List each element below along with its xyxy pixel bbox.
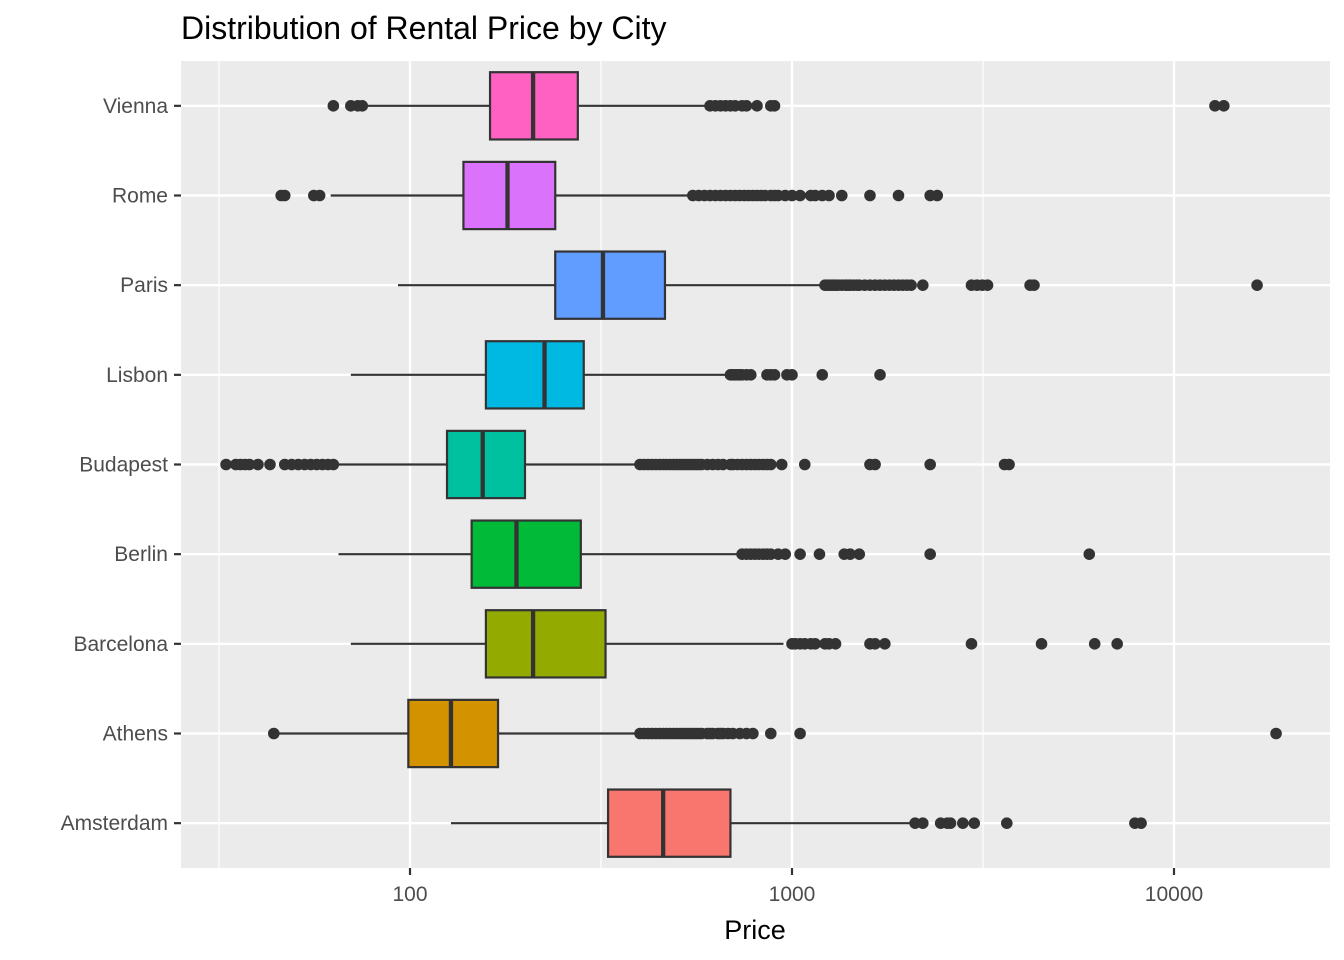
outlier-point [768, 100, 781, 112]
outlier-point [786, 189, 798, 202]
outlier-point [957, 817, 969, 829]
outlier-point [944, 817, 957, 829]
iqr-box [445, 429, 527, 500]
outlier-point [924, 458, 936, 471]
outlier-point [968, 817, 981, 829]
iqr-box [484, 609, 607, 679]
outlier-point [816, 369, 829, 381]
outlier-point [220, 458, 232, 471]
chart-title: Distribution of Rental Price by City [181, 10, 667, 46]
outlier-point [764, 458, 777, 471]
y-tick-label: Athens [103, 723, 168, 746]
outlier-point [252, 458, 264, 471]
iqr-box [484, 340, 585, 410]
outlier-point [786, 369, 798, 381]
box-paris [397, 250, 1263, 320]
outlier-point [1217, 100, 1230, 112]
y-tick-label: Paris [120, 274, 168, 297]
box-barcelona [350, 609, 1123, 679]
outlier-point [1035, 638, 1048, 650]
outlier-point [892, 189, 905, 202]
outlier-point [844, 548, 856, 560]
outlier-point [965, 638, 978, 650]
outlier-point [775, 458, 788, 471]
outlier-point [798, 458, 811, 471]
outlier-point [779, 548, 792, 560]
outlier-point [794, 548, 806, 560]
outlier-point [744, 369, 757, 381]
x-tick-label: 1000 [769, 883, 816, 906]
box-amsterdam [450, 788, 1147, 858]
y-tick-label: Lisbon [106, 364, 168, 387]
y-tick-label: Vienna [103, 95, 168, 118]
box-lisbon [350, 340, 886, 410]
outlier-point [1135, 817, 1147, 829]
box-rome [275, 160, 944, 231]
outlier-point [1003, 458, 1015, 471]
outlier-point [835, 189, 848, 202]
outlier-point [243, 458, 256, 471]
outlier-point [740, 100, 753, 112]
outlier-point [874, 369, 886, 381]
iqr-box [554, 250, 667, 320]
outlier-point [864, 189, 876, 202]
outlier-point [264, 458, 276, 471]
outlier-point [751, 100, 763, 112]
y-tick-label: Amsterdam [61, 812, 168, 835]
iqr-box [470, 519, 582, 589]
box-athens [267, 698, 1282, 769]
outlier-point [924, 548, 936, 560]
box-budapest [220, 429, 1015, 500]
x-axis: 100 1000 10000 [392, 868, 1203, 906]
outlier-point [917, 279, 929, 291]
y-tick-label: Rome [112, 185, 168, 208]
outlier-point [1111, 638, 1123, 650]
boxes [220, 71, 1282, 858]
outlier-point [869, 458, 881, 471]
iqr-box [407, 698, 500, 769]
x-axis-title: Price [724, 915, 786, 945]
iqr-box [606, 788, 732, 858]
outlier-point [1251, 279, 1263, 291]
outlier-point [327, 458, 340, 471]
outlier-point [829, 638, 842, 650]
y-tick-label: Berlin [114, 543, 168, 566]
outlier-point [853, 548, 866, 560]
outlier-point [1028, 279, 1040, 291]
outlier-point [809, 638, 821, 650]
box-vienna [327, 71, 1230, 141]
outlier-point [931, 189, 944, 202]
outlier-point [356, 100, 369, 112]
outlier-point [917, 817, 929, 829]
y-axis: Amsterdam Athens Barcelona Berlin Budapest Li… [61, 95, 181, 835]
outlier-point [327, 100, 340, 112]
y-tick-label: Barcelona [73, 633, 168, 656]
box-berlin [338, 519, 1096, 589]
x-tick-label: 10000 [1145, 883, 1203, 906]
outlier-point [747, 727, 759, 740]
outlier-point [313, 189, 326, 202]
outlier-point [1088, 638, 1101, 650]
outlier-point [1209, 100, 1221, 112]
outlier-point [1000, 817, 1013, 829]
y-tick-label: Budapest [79, 454, 168, 477]
outlier-point [879, 638, 891, 650]
outlier-point [981, 279, 994, 291]
outlier-point [278, 189, 291, 202]
outlier-point [794, 189, 806, 202]
outlier-point [1270, 727, 1282, 740]
outlier-point [1083, 548, 1096, 560]
outlier-point [823, 189, 835, 202]
outlier-point [813, 548, 826, 560]
outlier-point [905, 279, 917, 291]
outlier-point [768, 369, 781, 381]
outlier-point [267, 727, 280, 740]
outlier-point [869, 638, 881, 650]
x-tick-label: 100 [392, 883, 427, 906]
outlier-point [794, 727, 806, 740]
outlier-point [764, 727, 777, 740]
